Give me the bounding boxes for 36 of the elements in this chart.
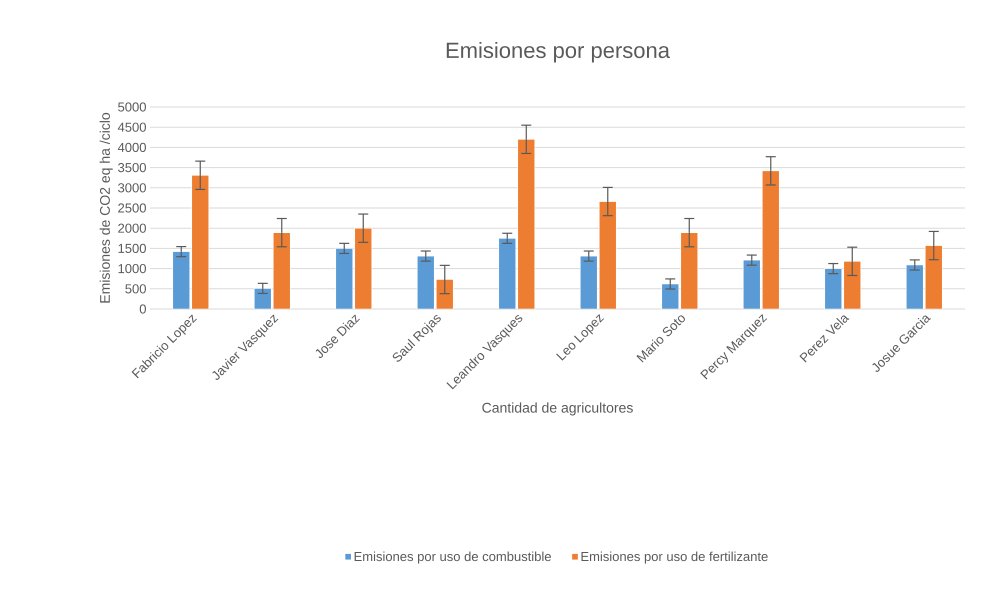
y-axis-title: Emisiones de CO2 eq ha /ciclo	[100, 112, 113, 303]
y-tick-label: 3000	[118, 183, 146, 192]
bar	[335, 248, 354, 309]
bar	[191, 174, 210, 309]
bar	[843, 261, 862, 309]
chart-title: Emisiones por persona	[446, 42, 670, 62]
y-tick-label: 500	[125, 284, 146, 294]
bar	[742, 260, 761, 309]
bar	[598, 201, 617, 309]
bar	[906, 264, 924, 309]
bar	[517, 139, 536, 309]
bar	[661, 284, 680, 309]
bar	[580, 256, 598, 309]
legend-label: Emisiones por uso de combustible	[354, 552, 551, 564]
y-tick-label: 2500	[118, 203, 146, 213]
bar	[354, 228, 372, 309]
y-tick-label: 4000	[118, 142, 146, 152]
bar	[416, 256, 435, 309]
bar	[254, 288, 272, 309]
y-tick-label: 3500	[118, 163, 146, 172]
bar	[498, 238, 516, 309]
bar	[762, 170, 780, 309]
y-tick-label: 2000	[118, 224, 146, 233]
y-tick-label: 4500	[118, 122, 146, 132]
bar	[824, 268, 842, 309]
y-tick-label: 0	[140, 304, 146, 314]
bar	[172, 251, 190, 309]
y-tick-label: 1000	[118, 264, 146, 274]
bar	[924, 245, 943, 309]
bar	[272, 232, 291, 309]
bar	[436, 279, 454, 309]
bar	[680, 232, 698, 309]
y-tick-label: 1500	[118, 244, 146, 253]
x-axis-title: Cantidad de agricultores	[482, 402, 633, 416]
legend-label: Emisiones por uso de fertilizante	[581, 552, 768, 564]
y-tick-label: 5000	[118, 102, 146, 112]
